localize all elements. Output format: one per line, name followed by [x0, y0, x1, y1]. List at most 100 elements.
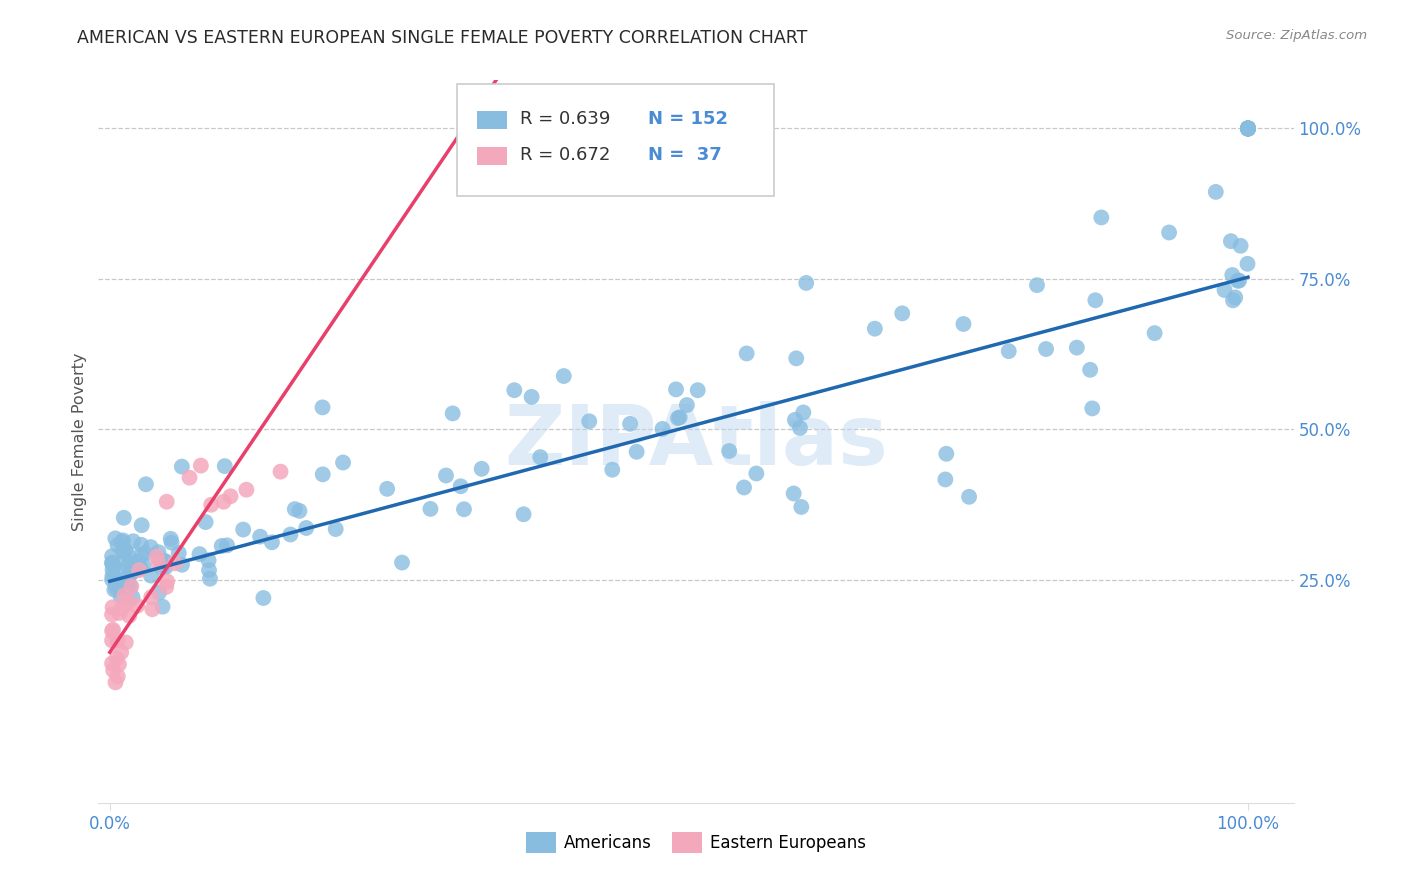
Point: [270, 465, 292, 479]
Point: [103, 558, 125, 573]
Point: [118, 577, 141, 591]
Point: [288, 504, 311, 518]
Point: [957, 490, 980, 504]
Point: [141, 590, 163, 604]
Point: [111, 533, 134, 548]
Point: [512, 508, 534, 522]
Point: [103, 664, 125, 678]
Point: [471, 462, 494, 476]
Point: [131, 548, 153, 562]
Legend: Americans, Eastern Europeans: Americans, Eastern Europeans: [519, 826, 873, 860]
Point: [997, 344, 1019, 359]
Point: [141, 602, 163, 616]
Point: [1084, 293, 1107, 308]
Point: [121, 566, 143, 581]
Point: [112, 589, 135, 603]
Point: [104, 675, 127, 690]
Point: [214, 459, 236, 474]
Point: [117, 595, 139, 609]
Point: [101, 657, 124, 671]
Point: [105, 578, 128, 592]
Point: [160, 535, 183, 549]
Point: [520, 390, 543, 404]
Point: [219, 489, 242, 503]
Point: [626, 444, 648, 458]
Point: [718, 444, 741, 458]
Point: [188, 547, 211, 561]
Point: [103, 582, 125, 597]
Point: [1225, 290, 1247, 304]
Text: ZIPAtlas: ZIPAtlas: [503, 401, 889, 482]
Point: [311, 401, 333, 415]
Point: [107, 538, 129, 552]
FancyBboxPatch shape: [457, 84, 773, 196]
Point: [1035, 342, 1057, 356]
Point: [148, 556, 170, 570]
Point: [503, 383, 526, 397]
Point: [529, 450, 551, 464]
Point: [101, 569, 124, 583]
Point: [127, 555, 149, 569]
Point: [153, 554, 176, 568]
Point: [139, 568, 162, 582]
Point: [117, 548, 139, 562]
Point: [1237, 121, 1260, 136]
Point: [129, 538, 152, 552]
Point: [117, 559, 139, 574]
Point: [111, 535, 134, 549]
Point: [121, 590, 143, 604]
Point: [578, 414, 600, 428]
Point: [1237, 121, 1260, 136]
Point: [101, 633, 124, 648]
Point: [163, 556, 186, 570]
Point: [1026, 278, 1049, 293]
Point: [1227, 274, 1250, 288]
Point: [1066, 341, 1088, 355]
Point: [1081, 401, 1104, 416]
Point: [198, 563, 221, 577]
Point: [101, 563, 124, 577]
Point: [190, 458, 212, 473]
Point: [132, 558, 155, 573]
Point: [148, 585, 170, 599]
Point: [782, 486, 804, 500]
Point: [110, 590, 132, 604]
Point: [159, 532, 181, 546]
Point: [619, 417, 641, 431]
Point: [114, 635, 136, 649]
Point: [1237, 121, 1260, 136]
Point: [110, 645, 132, 659]
Point: [179, 471, 201, 485]
Point: [284, 502, 307, 516]
Point: [1237, 121, 1260, 136]
Point: [156, 494, 179, 508]
Point: [651, 422, 673, 436]
Bar: [477, 111, 508, 128]
Point: [198, 572, 221, 586]
Point: [1205, 185, 1227, 199]
Point: [107, 633, 129, 648]
Point: [200, 498, 222, 512]
Y-axis label: Single Female Poverty: Single Female Poverty: [72, 352, 87, 531]
Point: [155, 554, 177, 568]
Point: [235, 483, 257, 497]
Point: [121, 565, 143, 579]
Point: [122, 560, 145, 574]
Point: [441, 406, 464, 420]
Point: [434, 468, 457, 483]
Bar: [477, 147, 508, 165]
Point: [211, 539, 233, 553]
Point: [863, 321, 886, 335]
Point: [101, 573, 124, 587]
Point: [148, 545, 170, 559]
Point: [375, 482, 398, 496]
Point: [735, 346, 758, 360]
Point: [139, 540, 162, 554]
Point: [686, 383, 709, 397]
Point: [891, 306, 914, 320]
Point: [280, 527, 302, 541]
Point: [101, 549, 124, 563]
Point: [295, 521, 318, 535]
Point: [170, 459, 193, 474]
Point: [101, 623, 124, 637]
